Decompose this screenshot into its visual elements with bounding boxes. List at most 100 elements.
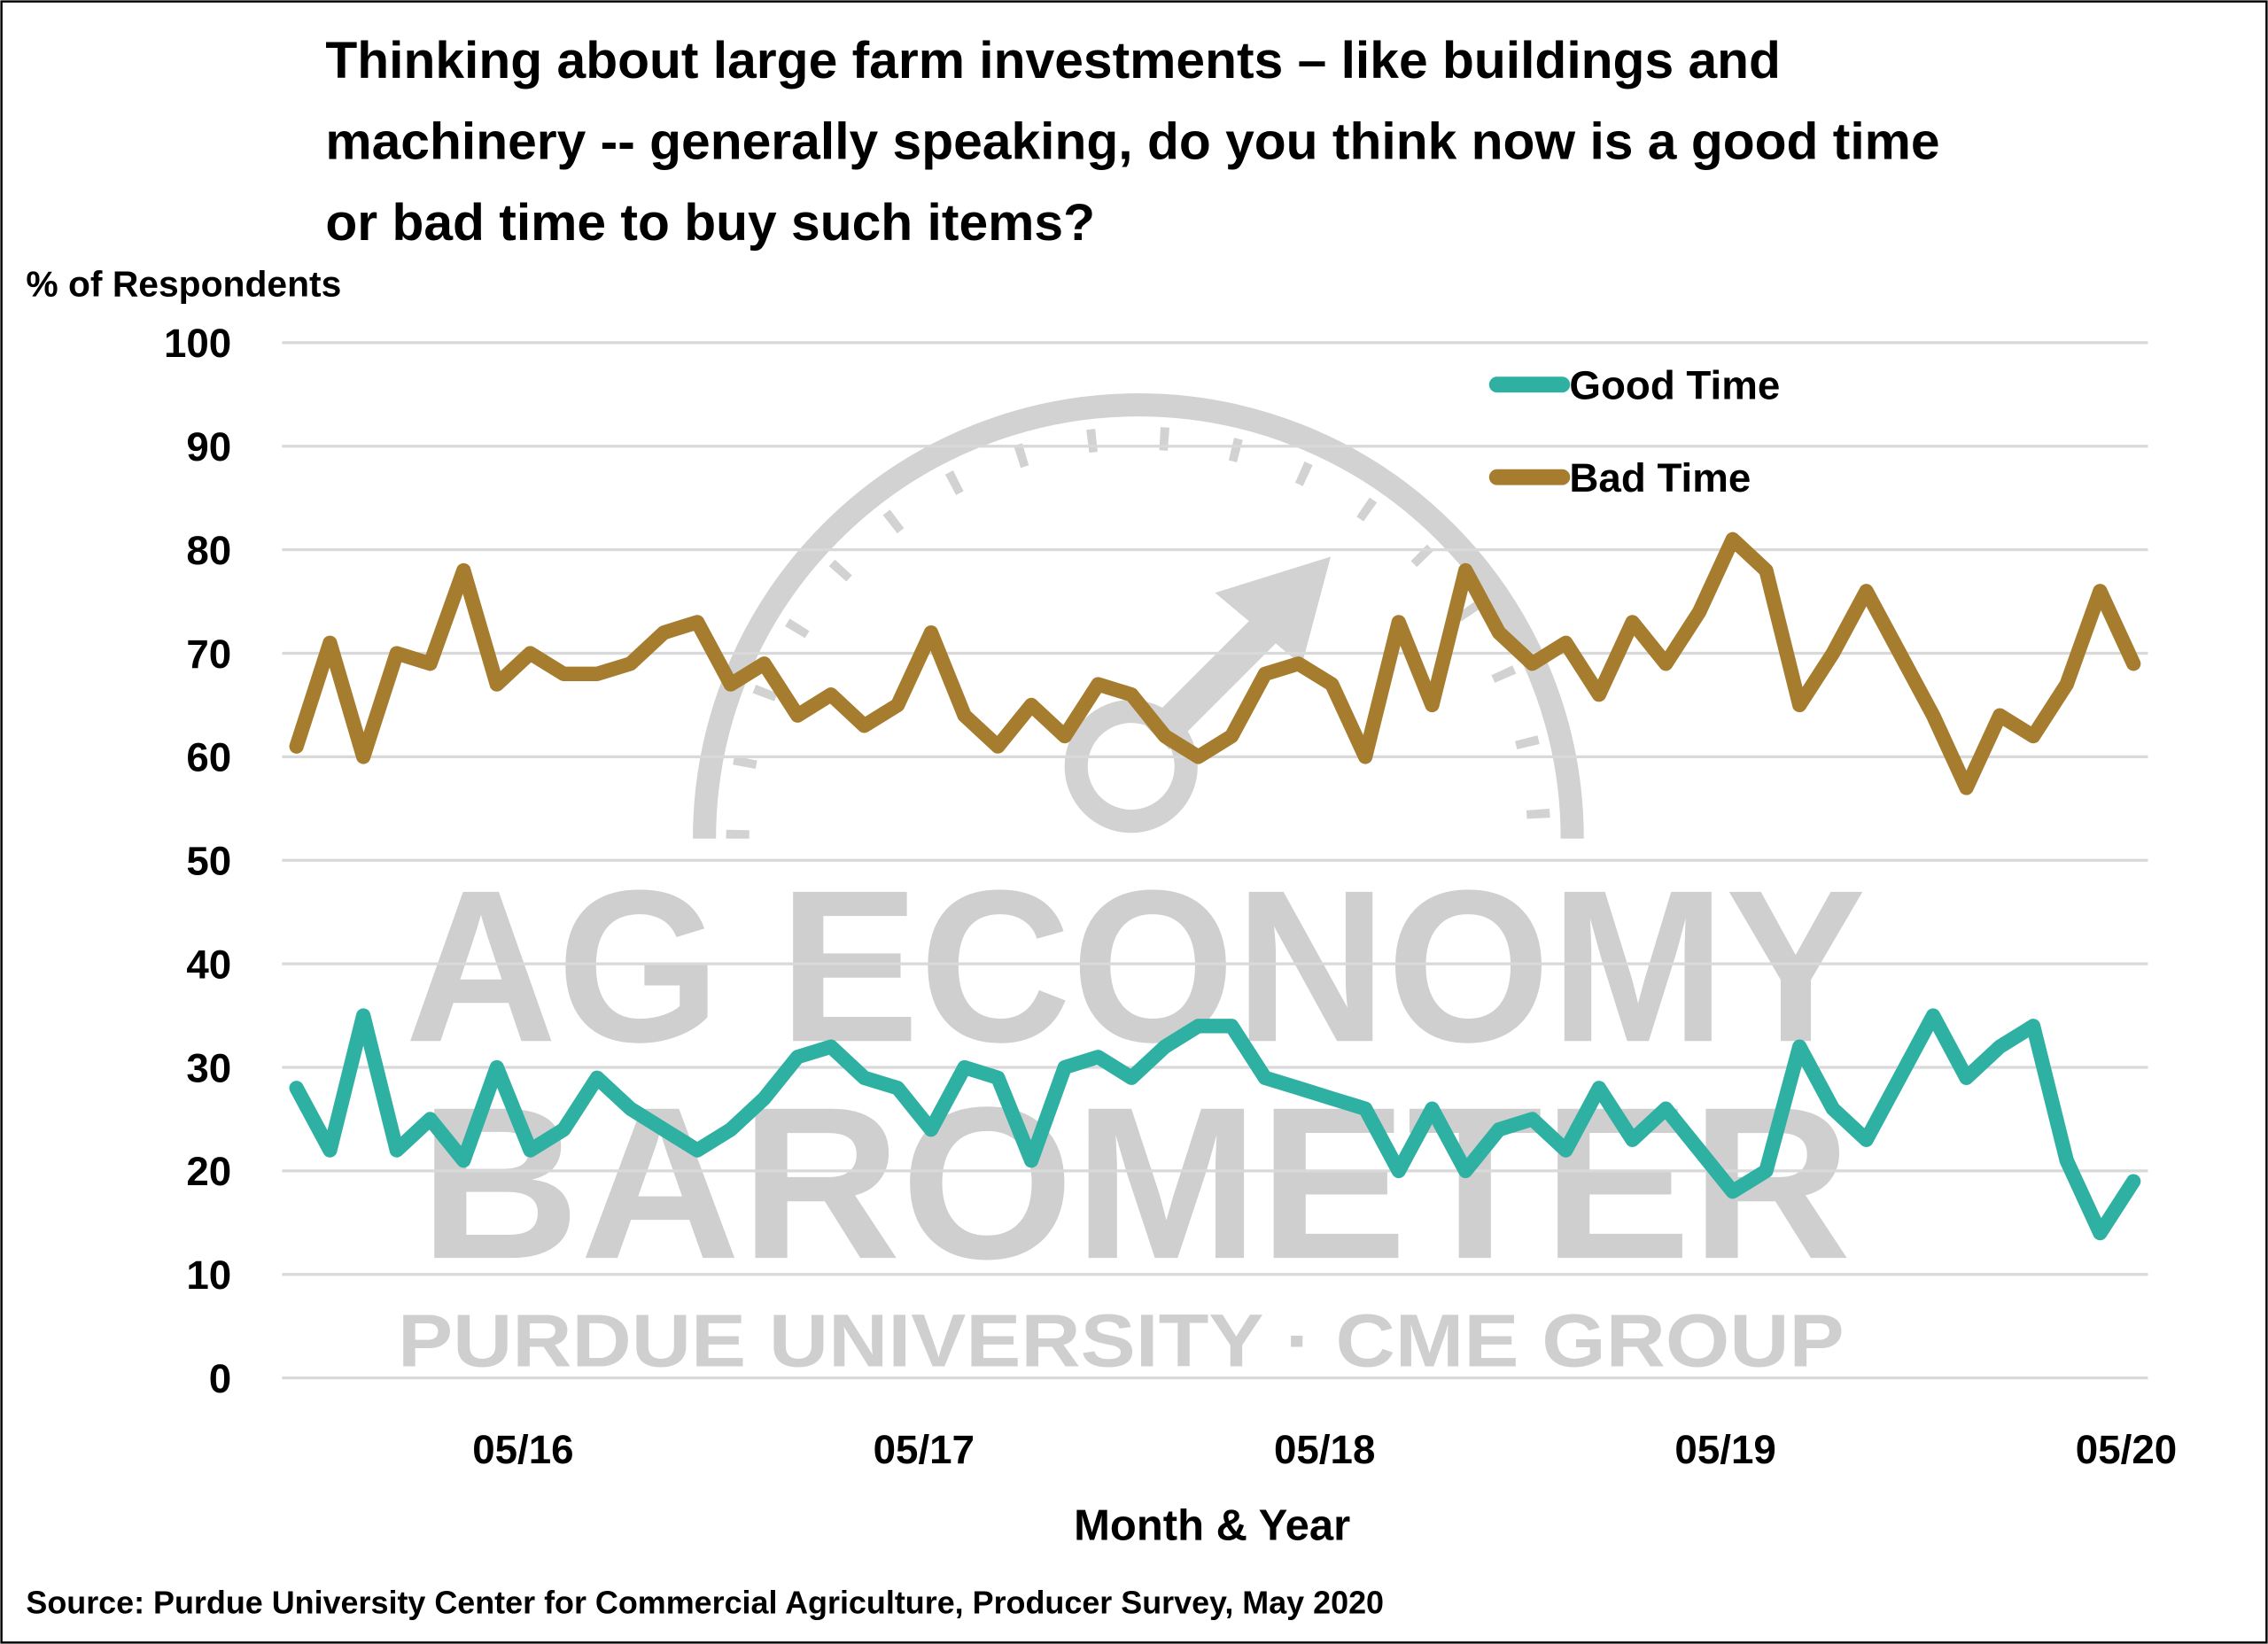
y-tick-label: 80 (186, 528, 231, 573)
data-point-bad-time (1364, 756, 1366, 758)
data-point-good-time (329, 1149, 331, 1152)
data-point-good-time (1164, 1045, 1166, 1048)
y-tick-label: 0 (209, 1356, 231, 1401)
data-point-good-time (1765, 1170, 1767, 1172)
data-point-good-time (2065, 1159, 2068, 1162)
x-tick-label: 05/17 (874, 1427, 975, 1472)
data-point-good-time (362, 1014, 364, 1017)
data-point-good-time (295, 1087, 298, 1090)
data-point-good-time (1030, 1159, 1032, 1162)
data-point-good-time (1464, 1170, 1466, 1172)
y-axis-ticks: 0 10 20 30 40 50 60 70 80 90 100 (164, 321, 231, 1401)
data-point-good-time (1665, 1107, 1667, 1110)
x-tick-label: 05/19 (1674, 1427, 1775, 1472)
data-point-bad-time (1899, 652, 1901, 655)
data-point-good-time (1231, 1025, 1233, 1028)
data-point-good-time (1999, 1045, 2001, 1048)
x-tick-label: 05/20 (2076, 1427, 2177, 1472)
data-point-bad-time (362, 756, 364, 758)
data-point-bad-time (1164, 735, 1166, 737)
data-point-good-time (1431, 1107, 1433, 1110)
watermark-line3: PURDUE UNIVERSITY · CME GROUP (398, 1299, 1845, 1383)
data-point-good-time (496, 1066, 498, 1068)
data-point-bad-time (529, 652, 532, 655)
data-point-good-time (1531, 1118, 1534, 1121)
watermark-line1: AG ECONOMY (405, 844, 1866, 1087)
data-point-good-time (395, 1149, 398, 1152)
y-tick-label: 90 (186, 424, 231, 469)
data-point-good-time (963, 1066, 966, 1068)
data-point-bad-time (997, 745, 999, 748)
data-point-bad-time (2032, 735, 2034, 737)
data-point-bad-time (1531, 663, 1534, 665)
data-point-bad-time (1665, 663, 1667, 665)
data-point-good-time (1731, 1190, 1734, 1193)
data-point-bad-time (1431, 704, 1433, 706)
data-point-bad-time (1297, 663, 1300, 665)
data-point-bad-time (1030, 704, 1032, 706)
y-tick-label: 100 (164, 321, 231, 366)
data-point-bad-time (1798, 704, 1800, 706)
data-point-good-time (1832, 1107, 1834, 1110)
data-point-good-time (763, 1097, 765, 1099)
data-point-bad-time (1965, 787, 1968, 789)
data-point-bad-time (1130, 694, 1132, 696)
legend-label-bad-time: Bad Time (1569, 455, 1751, 500)
data-point-bad-time (1865, 590, 1868, 593)
data-point-bad-time (1197, 756, 1200, 758)
data-point-bad-time (629, 663, 632, 665)
data-point-bad-time (1331, 683, 1333, 686)
data-point-good-time (1932, 1014, 1934, 1017)
data-point-bad-time (1264, 673, 1266, 675)
data-point-bad-time (2099, 590, 2101, 593)
data-point-good-time (1598, 1087, 1600, 1090)
data-point-good-time (830, 1045, 832, 1048)
data-point-good-time (897, 1087, 899, 1090)
data-point-good-time (796, 1056, 799, 1059)
data-point-bad-time (1464, 570, 1466, 571)
data-point-good-time (1264, 1076, 1266, 1079)
data-point-bad-time (462, 570, 465, 571)
data-point-good-time (2132, 1180, 2134, 1183)
x-tick-label: 05/18 (1274, 1427, 1375, 1472)
data-point-bad-time (2065, 683, 2068, 686)
watermark-logo: AG ECONOMY BAROMETER PURDUE UNIVERSITY ·… (398, 393, 1866, 1383)
data-point-bad-time (696, 621, 698, 624)
data-point-good-time (696, 1149, 698, 1152)
data-point-good-time (1297, 1087, 1300, 1090)
data-point-good-time (1631, 1139, 1634, 1141)
series-line-bad-time (289, 531, 2141, 795)
source-note: Source: Purdue University Center for Com… (26, 1585, 1384, 1621)
data-point-good-time (863, 1076, 866, 1079)
data-point-bad-time (1231, 735, 1233, 737)
data-point-bad-time (1063, 735, 1066, 737)
data-point-bad-time (729, 683, 732, 686)
chart-title-line1: Thinking about large farm investments – … (325, 32, 1781, 89)
data-point-good-time (729, 1128, 732, 1130)
legend-label-good-time: Good Time (1569, 363, 1780, 408)
y-tick-label: 20 (186, 1149, 231, 1194)
data-point-bad-time (930, 632, 932, 633)
data-point-bad-time (329, 641, 331, 644)
data-point-good-time (1397, 1170, 1400, 1172)
data-point-bad-time (1397, 621, 1400, 624)
y-tick-label: 50 (186, 839, 231, 884)
data-point-bad-time (429, 663, 431, 665)
data-point-bad-time (1698, 610, 1700, 613)
data-point-good-time (529, 1149, 532, 1152)
data-point-bad-time (830, 694, 832, 696)
data-point-good-time (1798, 1045, 1800, 1048)
data-point-bad-time (796, 714, 799, 717)
data-point-bad-time (1598, 694, 1600, 696)
data-point-good-time (563, 1128, 565, 1130)
data-point-good-time (462, 1159, 465, 1162)
data-point-good-time (1063, 1066, 1066, 1068)
data-point-good-time (596, 1076, 598, 1079)
data-point-bad-time (563, 673, 565, 675)
data-point-good-time (1965, 1076, 1968, 1079)
data-point-bad-time (2132, 663, 2134, 665)
data-point-good-time (1899, 1076, 1901, 1079)
chart-title-line3: or bad time to buy such items? (325, 194, 1095, 252)
data-point-good-time (1698, 1149, 1700, 1152)
